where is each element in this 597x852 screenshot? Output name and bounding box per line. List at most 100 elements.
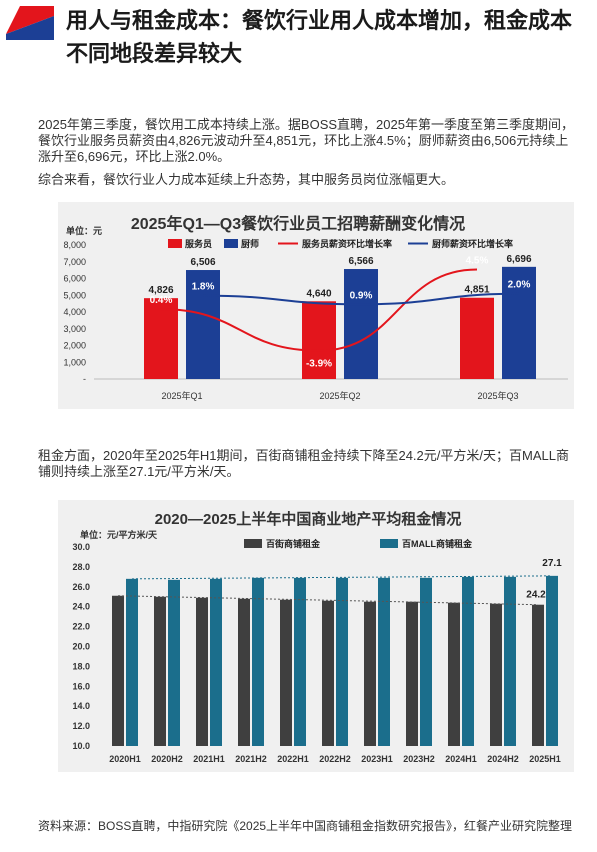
bar-street-rent [532,604,544,746]
growth-rate-label: 0.4% [150,295,173,306]
legend-label: 服务员薪资环比增长率 [302,238,392,249]
y-tick-label: - [83,374,86,384]
x-tick-label: 2025年Q2 [319,390,360,401]
legend-label: 厨师薪资环比增长率 [432,238,513,249]
bar-mall-rent [168,579,180,746]
paragraph-staff-cost: 2025年第三季度，餐饮用工成本持续上涨。据BOSS直聘，2025年第一季度至第… [38,117,574,164]
bar-waiter [460,297,494,379]
y-tick-label: 1,000 [63,357,86,367]
y-tick-label: 24.0 [72,602,90,612]
legend-label: 厨师 [241,238,259,249]
y-tick-label: 5,000 [63,290,86,300]
bar-mall-rent [462,576,474,746]
bar-street-rent [112,595,124,746]
bar-value-label: 6,566 [348,256,373,267]
legend-swatch [244,539,262,548]
bar-mall-rent [546,575,558,746]
x-tick-label: 2025H1 [529,754,561,764]
y-tick-label: 16.0 [72,681,90,691]
page-title: 用人与租金成本：餐饮行业用人成本增加，租金成本不同地段差异较大 [66,8,573,66]
bar-value-label: 6,506 [190,257,215,268]
paragraph-rent: 租金方面，2020年至2025年H1期间，百街商铺租金持续下降至24.2元/平方… [38,448,569,479]
x-tick-label: 2022H2 [319,754,351,764]
bar-street-rent [406,601,418,746]
bar-mall-rent [294,577,306,746]
y-tick-label: 14.0 [72,701,90,711]
x-tick-label: 2023H1 [361,754,393,764]
y-tick-label: 20.0 [72,642,90,652]
y-tick-label: 12.0 [72,721,90,731]
y-tick-label: 8,000 [63,240,86,250]
bar-value-label: 4,640 [306,288,331,299]
growth-rate-label: 0.9% [350,290,373,301]
x-tick-label: 2020H2 [151,754,183,764]
y-tick-label: 7,000 [63,257,86,267]
growth-rate-label: 2.0% [508,280,531,291]
bar-mall-rent [420,577,432,746]
y-tick-label: 10.0 [72,741,90,751]
legend-label: 百街商铺租金 [266,538,321,549]
y-tick-label: 30.0 [72,542,90,552]
x-tick-label: 2024H2 [487,754,519,764]
bar-street-rent [196,597,208,746]
brand-logo-icon [6,6,54,40]
bar-mall-rent [126,578,138,746]
x-tick-label: 2020H1 [109,754,141,764]
legend-label: 服务员 [185,238,212,249]
y-tick-label: 18.0 [72,661,90,671]
y-tick-label: 2,000 [63,341,86,351]
bar-street-rent [238,598,250,746]
x-tick-label: 2024H1 [445,754,477,764]
bar-value-label: 4,826 [148,285,173,296]
legend-label: 百MALL商铺租金 [402,538,473,549]
x-tick-label: 2025年Q1 [161,390,202,401]
bar-mall-rent [210,578,222,746]
bar-mall-rent [504,576,516,746]
y-tick-label: 28.0 [72,562,90,572]
salary-chart: 2025年Q1—Q3餐饮行业员工招聘薪酬变化情况 单位：元 服务员 厨师 服务员薪资… [58,202,574,409]
bar-street-rent [322,600,334,746]
bar-street-rent [364,601,376,746]
value-label-mall: 27.1 [542,558,562,569]
bar-waiter [144,298,178,379]
chart-title: 2020—2025上半年中国商业地产平均租金情况 [155,510,462,528]
growth-rate-label: -3.9% [306,359,332,370]
x-tick-label: 2021H1 [193,754,225,764]
bar-mall-rent [378,577,390,746]
bar-street-rent [280,599,292,746]
rent-chart: 2020—2025上半年中国商业地产平均租金情况 单位：元/平方米/天 百街商铺… [58,500,574,772]
growth-rate-label: 4.5% [466,256,489,267]
growth-line-waiter [160,268,478,352]
growth-rate-label: 1.8% [192,282,215,293]
x-tick-label: 2023H2 [403,754,435,764]
bar-street-rent [154,596,166,746]
y-tick-label: 6,000 [63,274,86,284]
bar-chef [502,266,536,379]
source-note: 资料来源：BOSS直聘，中指研究院《2025上半年中国商铺租金指数研究报告》，红… [38,819,573,833]
y-tick-label: 26.0 [72,582,90,592]
bar-value-label: 4,851 [464,285,489,296]
bar-chef [344,269,378,379]
growth-line-chef [202,292,520,306]
chart-title: 2025年Q1—Q3餐饮行业员工招聘薪酬变化情况 [131,214,465,233]
bar-street-rent [448,602,460,746]
bar-chef [186,270,220,379]
x-tick-label: 2021H2 [235,754,267,764]
value-label-street: 24.2 [526,590,546,601]
paragraph-summary: 综合来看，餐饮行业人力成本延续上升态势，其中服务员岗位涨幅更大。 [38,172,455,187]
y-tick-label: 4,000 [63,307,86,317]
bar-mall-rent [252,577,264,746]
chart-unit-label: 单位：元/平方米/天 [80,529,158,540]
bar-value-label: 6,696 [506,254,531,265]
y-tick-label: 22.0 [72,622,90,632]
bar-waiter [302,301,336,379]
x-tick-label: 2025年Q3 [477,390,518,401]
x-tick-label: 2022H1 [277,754,309,764]
legend-swatch [168,239,182,248]
bar-mall-rent [336,577,348,746]
bar-street-rent [490,603,502,746]
chart-unit-label: 单位：元 [66,225,102,236]
legend-swatch [224,239,238,248]
legend-swatch [380,539,398,548]
y-tick-label: 3,000 [63,324,86,334]
